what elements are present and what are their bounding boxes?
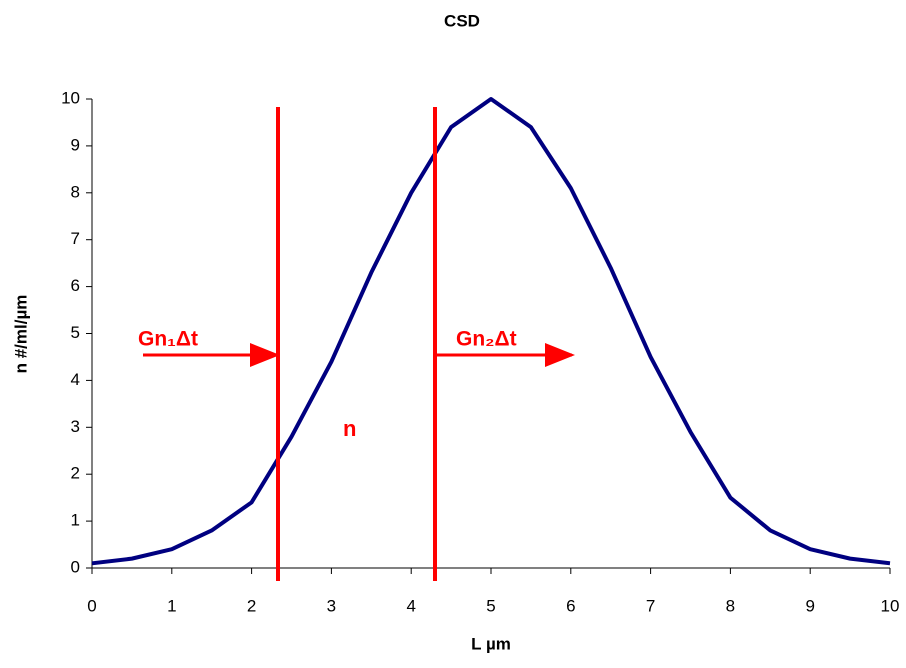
y-tick-label: 6 xyxy=(71,276,80,295)
x-tick-label: 1 xyxy=(167,596,176,615)
y-tick-label: 5 xyxy=(71,323,80,342)
x-tick-label: 4 xyxy=(406,596,415,615)
x-tick-label: 2 xyxy=(247,596,256,615)
x-tick-label: 0 xyxy=(87,596,96,615)
y-tick-label: 2 xyxy=(71,464,80,483)
y-tick-label: 1 xyxy=(71,511,80,530)
x-tick-label: 7 xyxy=(646,596,655,615)
annotation: Gn₂Δt xyxy=(456,328,517,351)
x-tick-label: 10 xyxy=(881,596,900,615)
x-tick-label: 6 xyxy=(566,596,575,615)
y-tick-label: 10 xyxy=(61,88,80,107)
data-line xyxy=(91,97,891,566)
annotation: n xyxy=(343,416,356,441)
y-tick-label: 3 xyxy=(71,417,80,436)
x-tick-label: 5 xyxy=(486,596,495,615)
y-axis-label: n #/ml/µm xyxy=(11,295,30,374)
x-axis-label: L µm xyxy=(471,634,511,653)
y-tick-label: 4 xyxy=(71,370,80,389)
x-tick-label: 8 xyxy=(726,596,735,615)
y-tick-label: 9 xyxy=(71,135,80,154)
x-tick-label: 3 xyxy=(327,596,336,615)
chart-title: CSD xyxy=(444,11,480,30)
x-tick-label: 9 xyxy=(805,596,814,615)
y-tick-label: 7 xyxy=(71,229,80,248)
y-tick-label: 0 xyxy=(71,557,80,576)
annotation: Gn₁Δt xyxy=(138,328,198,351)
y-tick-label: 8 xyxy=(71,182,80,201)
